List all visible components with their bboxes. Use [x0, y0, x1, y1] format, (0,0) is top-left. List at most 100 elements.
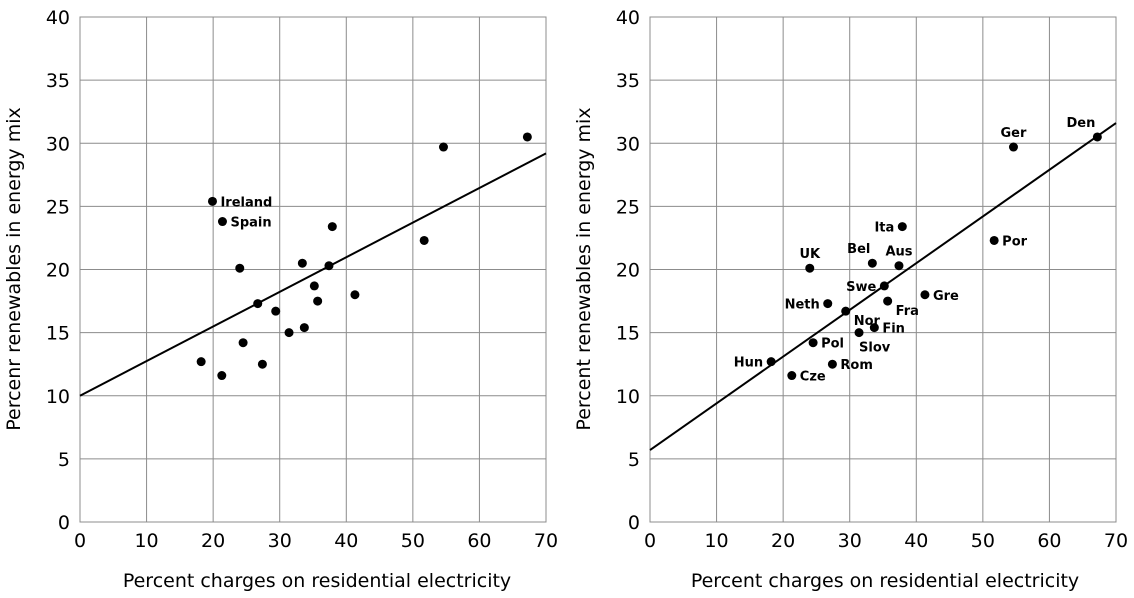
right-point-label: Den — [1066, 116, 1095, 131]
left-x-tick-label: 0 — [74, 530, 86, 552]
left-point-label: Spain — [230, 216, 271, 231]
left-data-point — [238, 338, 248, 348]
left-data-point — [327, 222, 337, 232]
right-point-label: UK — [799, 247, 821, 262]
left-point-label: Ireland — [220, 195, 272, 210]
right-data-point — [897, 222, 907, 232]
right-x-tick-label: 50 — [971, 530, 995, 552]
left-y-tick-label: 30 — [46, 133, 70, 155]
right-x-tick-label: 70 — [1104, 530, 1128, 552]
left-y-tick-label: 10 — [46, 386, 70, 408]
right-data-point — [787, 371, 797, 381]
right-data-point — [879, 281, 889, 291]
right-y-tick-label: 20 — [616, 260, 640, 282]
left-data-point — [253, 299, 263, 309]
left-y-tick-label: 15 — [46, 323, 70, 345]
right-data-point — [989, 235, 999, 245]
left-trendline — [79, 152, 547, 397]
right-y-tick-label: 25 — [616, 196, 640, 218]
right-data-point — [823, 299, 833, 309]
left-data-point — [207, 196, 217, 206]
left-data-point — [299, 323, 309, 333]
right-y-tick-label: 30 — [616, 133, 640, 155]
right-data-point — [841, 306, 851, 316]
right-point-label: Gre — [933, 289, 959, 304]
left-y-tick-label: 25 — [46, 196, 70, 218]
right-plot-frame — [649, 16, 1117, 523]
left-data-point — [297, 258, 307, 268]
left-data-point — [438, 142, 448, 152]
right-data-point — [1008, 142, 1018, 152]
right-x-tick-label: 60 — [1037, 530, 1061, 552]
right-data-point — [867, 258, 877, 268]
left-data-point — [271, 306, 281, 316]
right-data-point — [920, 290, 930, 300]
right-point-label: Bel — [847, 242, 870, 257]
left-data-point — [257, 359, 267, 369]
right-point-label: Cze — [800, 370, 826, 385]
left-scatter-panel: Percent charges on residential electrici… — [3, 7, 558, 592]
right-point-label: Ger — [1001, 126, 1027, 141]
right-y-tick-label: 5 — [628, 449, 640, 471]
left-data-point — [217, 371, 227, 381]
right-data-point — [883, 296, 893, 306]
right-point-label: Rom — [840, 358, 873, 373]
right-data-point — [808, 338, 818, 348]
right-data-point — [805, 263, 815, 273]
left-x-tick-label: 10 — [134, 530, 158, 552]
right-point-label: Ita — [874, 221, 894, 236]
left-data-point — [284, 328, 294, 338]
left-x-tick-label: 40 — [334, 530, 358, 552]
left-data-point — [217, 217, 227, 227]
left-data-point — [235, 263, 245, 273]
right-data-point — [854, 328, 864, 338]
left-y-tick-label: 40 — [46, 7, 70, 29]
right-point-label: Fra — [896, 304, 919, 319]
right-y-tick-label: 15 — [616, 323, 640, 345]
left-x-axis-title: Percent charges on residential electrici… — [123, 570, 511, 592]
left-y-tick-label: 20 — [46, 260, 70, 282]
left-x-tick-label: 50 — [401, 530, 425, 552]
right-data-point — [869, 323, 879, 333]
left-data-point — [324, 261, 334, 271]
left-data-point — [309, 281, 319, 291]
left-y-tick-label: 35 — [46, 70, 70, 92]
right-point-label: Neth — [785, 298, 820, 313]
right-y-tick-label: 0 — [628, 512, 640, 534]
right-y-axis-title: Percent renewables in energy mix — [573, 107, 595, 430]
right-data-point — [827, 359, 837, 369]
right-x-tick-label: 0 — [644, 530, 656, 552]
right-x-axis-title: Percent charges on residential electrici… — [691, 570, 1079, 592]
right-y-tick-label: 35 — [616, 70, 640, 92]
left-data-point — [522, 132, 532, 142]
right-data-point — [1092, 132, 1102, 142]
right-x-tick-label: 30 — [838, 530, 862, 552]
right-data-point — [894, 261, 904, 271]
left-y-tick-label: 5 — [58, 449, 70, 471]
left-data-point — [419, 235, 429, 245]
left-x-tick-label: 20 — [201, 530, 225, 552]
right-point-label: Hun — [734, 356, 763, 371]
left-plot-frame — [79, 16, 547, 523]
right-point-label: Pol — [821, 337, 844, 352]
right-point-label: Fin — [882, 322, 905, 337]
right-point-label: Aus — [885, 245, 912, 260]
left-y-tick-label: 0 — [58, 512, 70, 534]
right-point-label: Por — [1002, 234, 1027, 249]
right-data-point — [766, 357, 776, 367]
left-x-tick-label: 30 — [268, 530, 292, 552]
left-x-tick-label: 60 — [467, 530, 491, 552]
left-data-point — [313, 296, 323, 306]
left-y-axis-title: Percenr renewables in energy mix — [3, 107, 25, 431]
right-x-tick-label: 20 — [771, 530, 795, 552]
right-point-label: Swe — [846, 280, 876, 295]
left-x-tick-label: 70 — [534, 530, 558, 552]
right-y-tick-label: 40 — [616, 7, 640, 29]
left-data-point — [350, 290, 360, 300]
right-x-tick-label: 40 — [904, 530, 928, 552]
right-point-label: Slov — [859, 341, 891, 356]
right-scatter-panel: Percent charges on residential electrici… — [573, 7, 1128, 592]
left-data-point — [196, 357, 206, 367]
right-x-tick-label: 10 — [704, 530, 728, 552]
